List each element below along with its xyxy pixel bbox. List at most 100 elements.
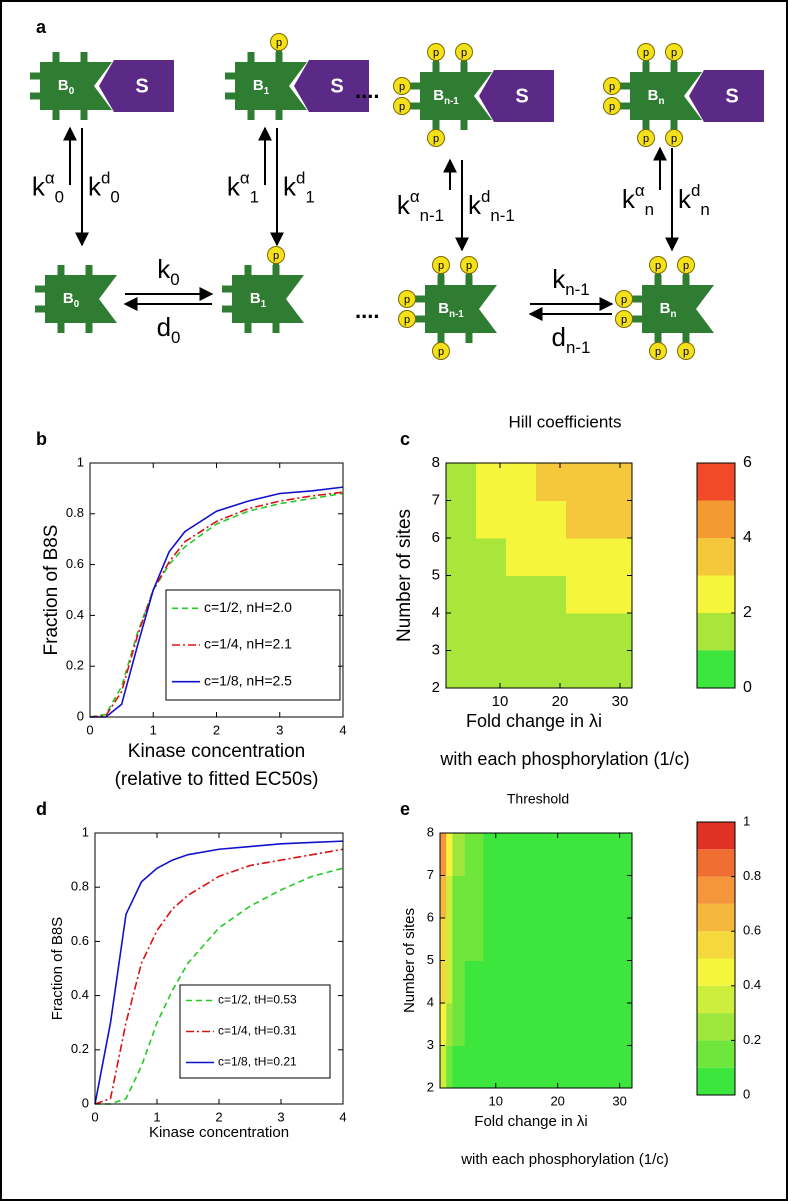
heat-cell (596, 463, 633, 501)
heat-cell (440, 960, 447, 1004)
phospho-label: p (621, 314, 627, 326)
colorbar-band (697, 903, 735, 932)
label: B1 (253, 77, 270, 97)
heat-cell (476, 463, 507, 501)
pin (80, 110, 88, 120)
colorbar-label: 2 (743, 604, 752, 621)
phospho-label: p (655, 260, 661, 272)
heat-cell (476, 500, 507, 539)
label-part: B (660, 300, 671, 317)
colorbar-label: 0 (743, 679, 752, 696)
label: B0 (63, 290, 80, 310)
x-axis-label: with each phosphorylation (1/c) (439, 749, 689, 769)
panel-label: a (36, 17, 47, 37)
legend-label: c=1/4, tH=0.31 (218, 1024, 297, 1038)
label-part: B (250, 290, 261, 307)
phospho-label: p (433, 47, 439, 59)
pin (670, 120, 678, 130)
phospho-label: p (671, 133, 677, 145)
heat-cell (452, 918, 466, 961)
phospho-label: p (683, 260, 689, 272)
label-part: d (157, 312, 171, 342)
heat-cell (446, 1003, 453, 1046)
phospho-label: p (621, 294, 627, 306)
colorbar-band (697, 575, 735, 613)
pin (225, 72, 235, 80)
y-tick-label: 4 (427, 994, 434, 1009)
phospho-label: p (466, 260, 472, 272)
label-part: k (678, 184, 692, 214)
phospho-site (615, 290, 633, 308)
phospho-site (270, 33, 288, 51)
label-part: 1 (261, 299, 267, 310)
heat-cell (446, 538, 477, 576)
label-part: B (433, 87, 444, 104)
heat-cell (446, 613, 477, 651)
heat-cell (566, 463, 597, 501)
y-tick-label: 8 (427, 824, 434, 839)
heat-cell (446, 875, 453, 919)
pin (682, 275, 690, 285)
y-tick-label: 6 (427, 909, 434, 924)
y-tick-label: 7 (427, 867, 434, 882)
heat-cell (476, 650, 507, 689)
substrate (479, 70, 554, 122)
pin (432, 120, 440, 130)
y-tick-label: 5 (427, 952, 434, 967)
y-tick-label: 1 (82, 824, 89, 839)
phospho-site (427, 129, 445, 147)
label: kd1 (283, 168, 315, 206)
phospho-label: p (273, 250, 279, 262)
label: kdn-1 (468, 187, 515, 225)
x-tick-label: 2 (215, 1109, 222, 1124)
label: kα1 (227, 168, 259, 206)
phospho-label: p (461, 47, 467, 59)
pin (225, 92, 235, 100)
label-part: 0 (74, 299, 80, 310)
heat-cell (464, 875, 484, 919)
y-tick-label: 0.2 (71, 1041, 89, 1056)
substrate-label: S (330, 75, 343, 97)
pin (642, 62, 650, 72)
label-part: α (45, 168, 55, 187)
phospho-label: p (655, 346, 661, 358)
phospho-label: p (399, 81, 405, 93)
series-line (89, 491, 344, 718)
y-tick-label: 2 (427, 1079, 434, 1094)
label: B1 (250, 290, 267, 310)
pin (670, 62, 678, 72)
substrate (99, 60, 174, 112)
label-part: 1 (305, 187, 314, 206)
x-tick-label: 4 (339, 722, 346, 737)
protein-b (420, 72, 492, 120)
x-tick-label: 4 (339, 1109, 346, 1124)
x-tick-label: 3 (276, 722, 283, 737)
pin (460, 120, 468, 130)
heat-cell (452, 960, 466, 1004)
heat-cell (483, 833, 633, 876)
pin (410, 102, 420, 110)
colorbar-label: 0 (743, 1086, 750, 1101)
heat-cell (464, 960, 484, 1004)
phospho-site (677, 256, 695, 274)
pin (57, 265, 65, 275)
pin (30, 92, 40, 100)
legend-label: c=1/8, nH=2.5 (204, 672, 292, 688)
pin (460, 62, 468, 72)
pin (244, 323, 252, 333)
legend-label: c=1/2, nH=2.0 (204, 599, 292, 615)
pin (52, 52, 60, 62)
series-line (89, 492, 344, 718)
pin (247, 52, 255, 62)
pin (465, 333, 473, 343)
series-line (95, 867, 344, 1105)
heat-cell (536, 463, 567, 501)
y-tick-label: 1 (77, 454, 84, 469)
substrate (294, 60, 369, 112)
label-part: B (648, 87, 659, 104)
phospho-site (615, 310, 633, 328)
y-tick-label: 0 (77, 708, 84, 723)
heat-cell (452, 875, 466, 919)
